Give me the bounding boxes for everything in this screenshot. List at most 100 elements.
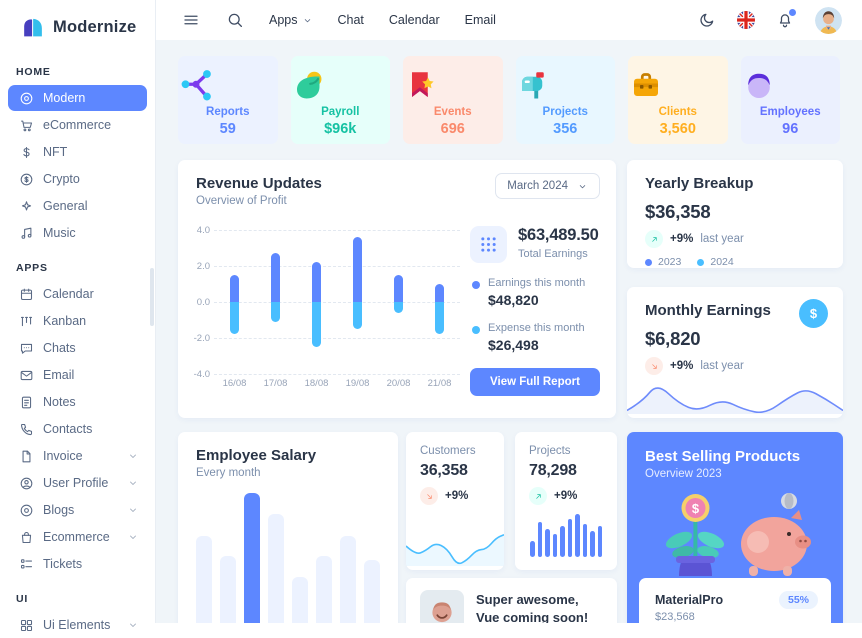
sidebar-item-ecommerce[interactable]: Ecommerce xyxy=(8,524,147,550)
best-selling-subtitle: Overview 2023 xyxy=(645,468,722,480)
employee-salary-bar-chart xyxy=(196,493,380,623)
topnav-item-apps[interactable]: Apps xyxy=(269,13,313,27)
topbar: Apps Chat Calendar Email xyxy=(156,0,862,40)
expense-this-month: Expense this month $26,498 xyxy=(470,322,600,353)
sidebar-item-user-profile[interactable]: User Profile xyxy=(8,470,147,496)
stat-label: Projects xyxy=(542,106,588,118)
stat-card-payroll[interactable]: Payroll $96k xyxy=(290,56,391,144)
period-select[interactable]: March 2024 xyxy=(495,173,600,199)
sidebar-item-nft[interactable]: NFT xyxy=(8,139,147,165)
salary-bar xyxy=(268,514,284,623)
y-axis-tick: 2.0 xyxy=(196,261,210,272)
sidebar-item-invoice[interactable]: Invoice xyxy=(8,443,147,469)
mailbox-icon xyxy=(516,67,616,103)
aperture-icon xyxy=(19,91,34,106)
best-selling-title: Best Selling Products xyxy=(645,448,801,465)
sidebar-item-crypto[interactable]: Crypto xyxy=(8,166,147,192)
language-button[interactable] xyxy=(737,11,755,29)
projects-bar-chart xyxy=(530,510,602,557)
best-selling-product-row[interactable]: MaterialPro $23,568 55% xyxy=(639,578,831,623)
topnav-label: Chat xyxy=(337,13,364,27)
stat-card-employees[interactable]: Employees 96 xyxy=(740,56,840,144)
topnav-item-calendar[interactable]: Calendar xyxy=(389,13,440,27)
sidebar-item-blogs[interactable]: Blogs xyxy=(8,497,147,523)
arrow-down-right-icon xyxy=(420,487,438,505)
sidebar-item-contacts[interactable]: Contacts xyxy=(8,416,147,442)
monthly-title: Monthly Earnings xyxy=(645,302,771,319)
brand-logo[interactable]: Modernize xyxy=(0,0,155,44)
best-selling-header: Best Selling Products Overview 2023 xyxy=(645,448,800,480)
earnings-bar xyxy=(394,275,403,302)
spark-bar xyxy=(560,526,565,557)
stat-card-reports[interactable]: Reports 59 xyxy=(178,56,278,144)
y-axis-tick: -2.0 xyxy=(193,333,210,344)
legend-dot xyxy=(645,258,652,266)
uk-flag-icon xyxy=(737,11,755,29)
topnav-item-chat[interactable]: Chat xyxy=(338,13,364,27)
x-axis-tick: 16/08 xyxy=(222,378,247,389)
leaf-chat-icon xyxy=(291,67,391,103)
sidebar-scrollbar[interactable] xyxy=(150,268,154,326)
yearly-breakup-card: Yearly Breakup $36,358 +9% last year 202… xyxy=(627,160,843,268)
sidebar-item-tickets[interactable]: Tickets xyxy=(8,551,147,577)
stat-value: 96 xyxy=(782,121,799,137)
sidebar-item-calendar[interactable]: Calendar xyxy=(8,281,147,307)
search-button[interactable] xyxy=(226,11,244,29)
stat-card-clients[interactable]: Clients 3,560 xyxy=(628,56,728,144)
user-avatar[interactable] xyxy=(815,6,842,34)
customers-change-row: +9% xyxy=(420,487,490,505)
sidebar-item-chats[interactable]: Chats xyxy=(8,335,147,361)
sidebar-item-notes[interactable]: Notes xyxy=(8,389,147,415)
notifications-button[interactable] xyxy=(776,9,796,29)
sidebar-item-ui-elements[interactable]: Ui Elements xyxy=(8,612,147,638)
chevron-down-icon xyxy=(302,15,313,26)
period-value: March 2024 xyxy=(507,180,568,192)
sidebar-item-general[interactable]: General xyxy=(8,193,147,219)
stat-card-projects[interactable]: Projects 356 xyxy=(515,56,616,144)
sidebar-item-modern[interactable]: Modern xyxy=(8,85,147,111)
monthly-earnings-area-chart xyxy=(627,387,843,414)
file-icon xyxy=(19,449,34,464)
phone-icon xyxy=(19,422,34,437)
menu-toggle-button[interactable] xyxy=(182,11,200,29)
y-axis-tick: -4.0 xyxy=(193,369,210,380)
sidebar-item-email[interactable]: Email xyxy=(8,362,147,388)
x-axis-tick: 17/08 xyxy=(263,378,288,389)
spark-bar xyxy=(537,522,542,557)
stat-value: 356 xyxy=(553,121,578,137)
revenue-updates-card: Revenue Updates Overview of Profit March… xyxy=(178,160,616,418)
yearly-change-row: +9% last year xyxy=(645,230,825,248)
dashboard-content: Reports 59 Payroll $96k Events 696 Projects 356… xyxy=(156,40,862,623)
sidebar-item-label: Invoice xyxy=(43,449,83,463)
sidebar-item-music[interactable]: Music xyxy=(8,220,147,246)
yearly-legend: 2023 2024 xyxy=(645,256,825,268)
share-nodes-icon xyxy=(178,67,278,103)
topnav-label: Calendar xyxy=(388,13,440,27)
sidebar-item-ecommerce[interactable]: eCommerce xyxy=(8,112,147,138)
earnings-this-month: Earnings this month $48,820 xyxy=(470,277,600,308)
sidebar-item-label: eCommerce xyxy=(43,118,112,132)
earnings-bar xyxy=(312,262,321,302)
sidebar-item-kanban[interactable]: Kanban xyxy=(8,308,147,334)
revenue-title: Revenue Updates xyxy=(196,175,322,192)
yearly-value: $36,358 xyxy=(645,201,711,222)
dark-mode-button[interactable] xyxy=(698,11,716,29)
modernize-logo-icon xyxy=(20,15,45,40)
stat-value: 696 xyxy=(440,121,465,137)
view-full-report-button[interactable]: View Full Report xyxy=(470,368,600,396)
bag-icon xyxy=(19,530,34,545)
salary-bar xyxy=(244,493,260,623)
sidebar-item-label: Chats xyxy=(43,341,76,355)
employee-title: Employee Salary xyxy=(196,447,317,464)
topnav-item-email[interactable]: Email xyxy=(465,13,496,27)
gridline xyxy=(214,302,460,303)
spark-bar xyxy=(552,534,557,557)
list-icon xyxy=(19,557,34,572)
chevron-down-icon xyxy=(127,477,139,489)
stat-card-events[interactable]: Events 696 xyxy=(403,56,503,144)
projects-title: Projects xyxy=(529,445,571,457)
expense-bar xyxy=(230,302,239,335)
sidebar-item-label: Contacts xyxy=(43,422,93,436)
spark-bar xyxy=(567,519,572,557)
sidebar-item-label: Blogs xyxy=(43,503,75,517)
